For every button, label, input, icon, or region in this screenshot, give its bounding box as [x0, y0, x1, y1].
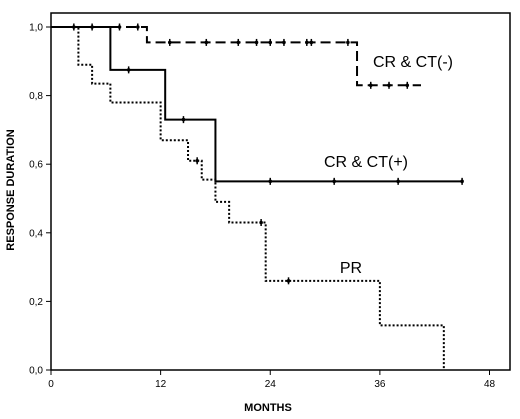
- censor-point: [304, 40, 309, 45]
- x-axis-title: MONTHS: [244, 402, 292, 414]
- censor-point: [346, 40, 350, 45]
- y-axis-ticks: 0,0 0,2 0,4 0,6 0,8 1,0: [29, 23, 51, 377]
- censor-point: [236, 40, 241, 45]
- censor-point: [309, 40, 314, 45]
- censor-point: [254, 40, 259, 45]
- censor-point: [368, 83, 373, 88]
- censor-point: [181, 117, 186, 122]
- censor-point: [167, 40, 172, 45]
- censor-point: [268, 40, 273, 45]
- x-tick-label: 24: [265, 379, 277, 390]
- censor-point: [332, 179, 336, 184]
- series-line-1: [51, 26, 463, 183]
- censor-point: [282, 40, 286, 45]
- censor-point: [405, 83, 410, 88]
- y-tick-label: 0,2: [29, 297, 43, 308]
- x-tick-label: 0: [48, 379, 54, 390]
- y-tick-label: 0,0: [29, 366, 43, 377]
- y-tick-label: 1,0: [29, 23, 43, 34]
- series-label-pr: PR: [340, 260, 362, 277]
- censor-point: [387, 83, 391, 88]
- y-tick-label: 0,4: [29, 228, 43, 239]
- x-axis-ticks: 0 12 24 36 48: [48, 370, 495, 390]
- censor-point: [126, 68, 131, 72]
- censor-point: [195, 158, 199, 163]
- censor-point: [135, 25, 140, 29]
- censor-point: [117, 25, 122, 29]
- series-label-cr-ct-neg: CR & CT(-): [373, 54, 453, 71]
- x-tick-label: 36: [374, 379, 386, 390]
- series-label-cr-ct-pos: CR & CT(+): [324, 154, 408, 171]
- y-tick-label: 0,6: [29, 160, 43, 171]
- y-tick-label: 0,8: [29, 91, 43, 102]
- series-layer: [51, 23, 464, 370]
- y-axis-title: RESPONSE DURATION: [5, 129, 17, 250]
- censor-point: [460, 179, 464, 184]
- censor-point: [259, 220, 263, 225]
- censor-point: [286, 279, 291, 283]
- censor-point: [268, 179, 273, 184]
- censor-point: [204, 40, 209, 45]
- x-tick-label: 12: [155, 379, 167, 390]
- series-line-0: [51, 26, 421, 87]
- series-line-2: [51, 26, 445, 370]
- plot-frame: [50, 12, 511, 371]
- censor-point: [396, 179, 400, 184]
- x-tick-label: 48: [484, 379, 496, 390]
